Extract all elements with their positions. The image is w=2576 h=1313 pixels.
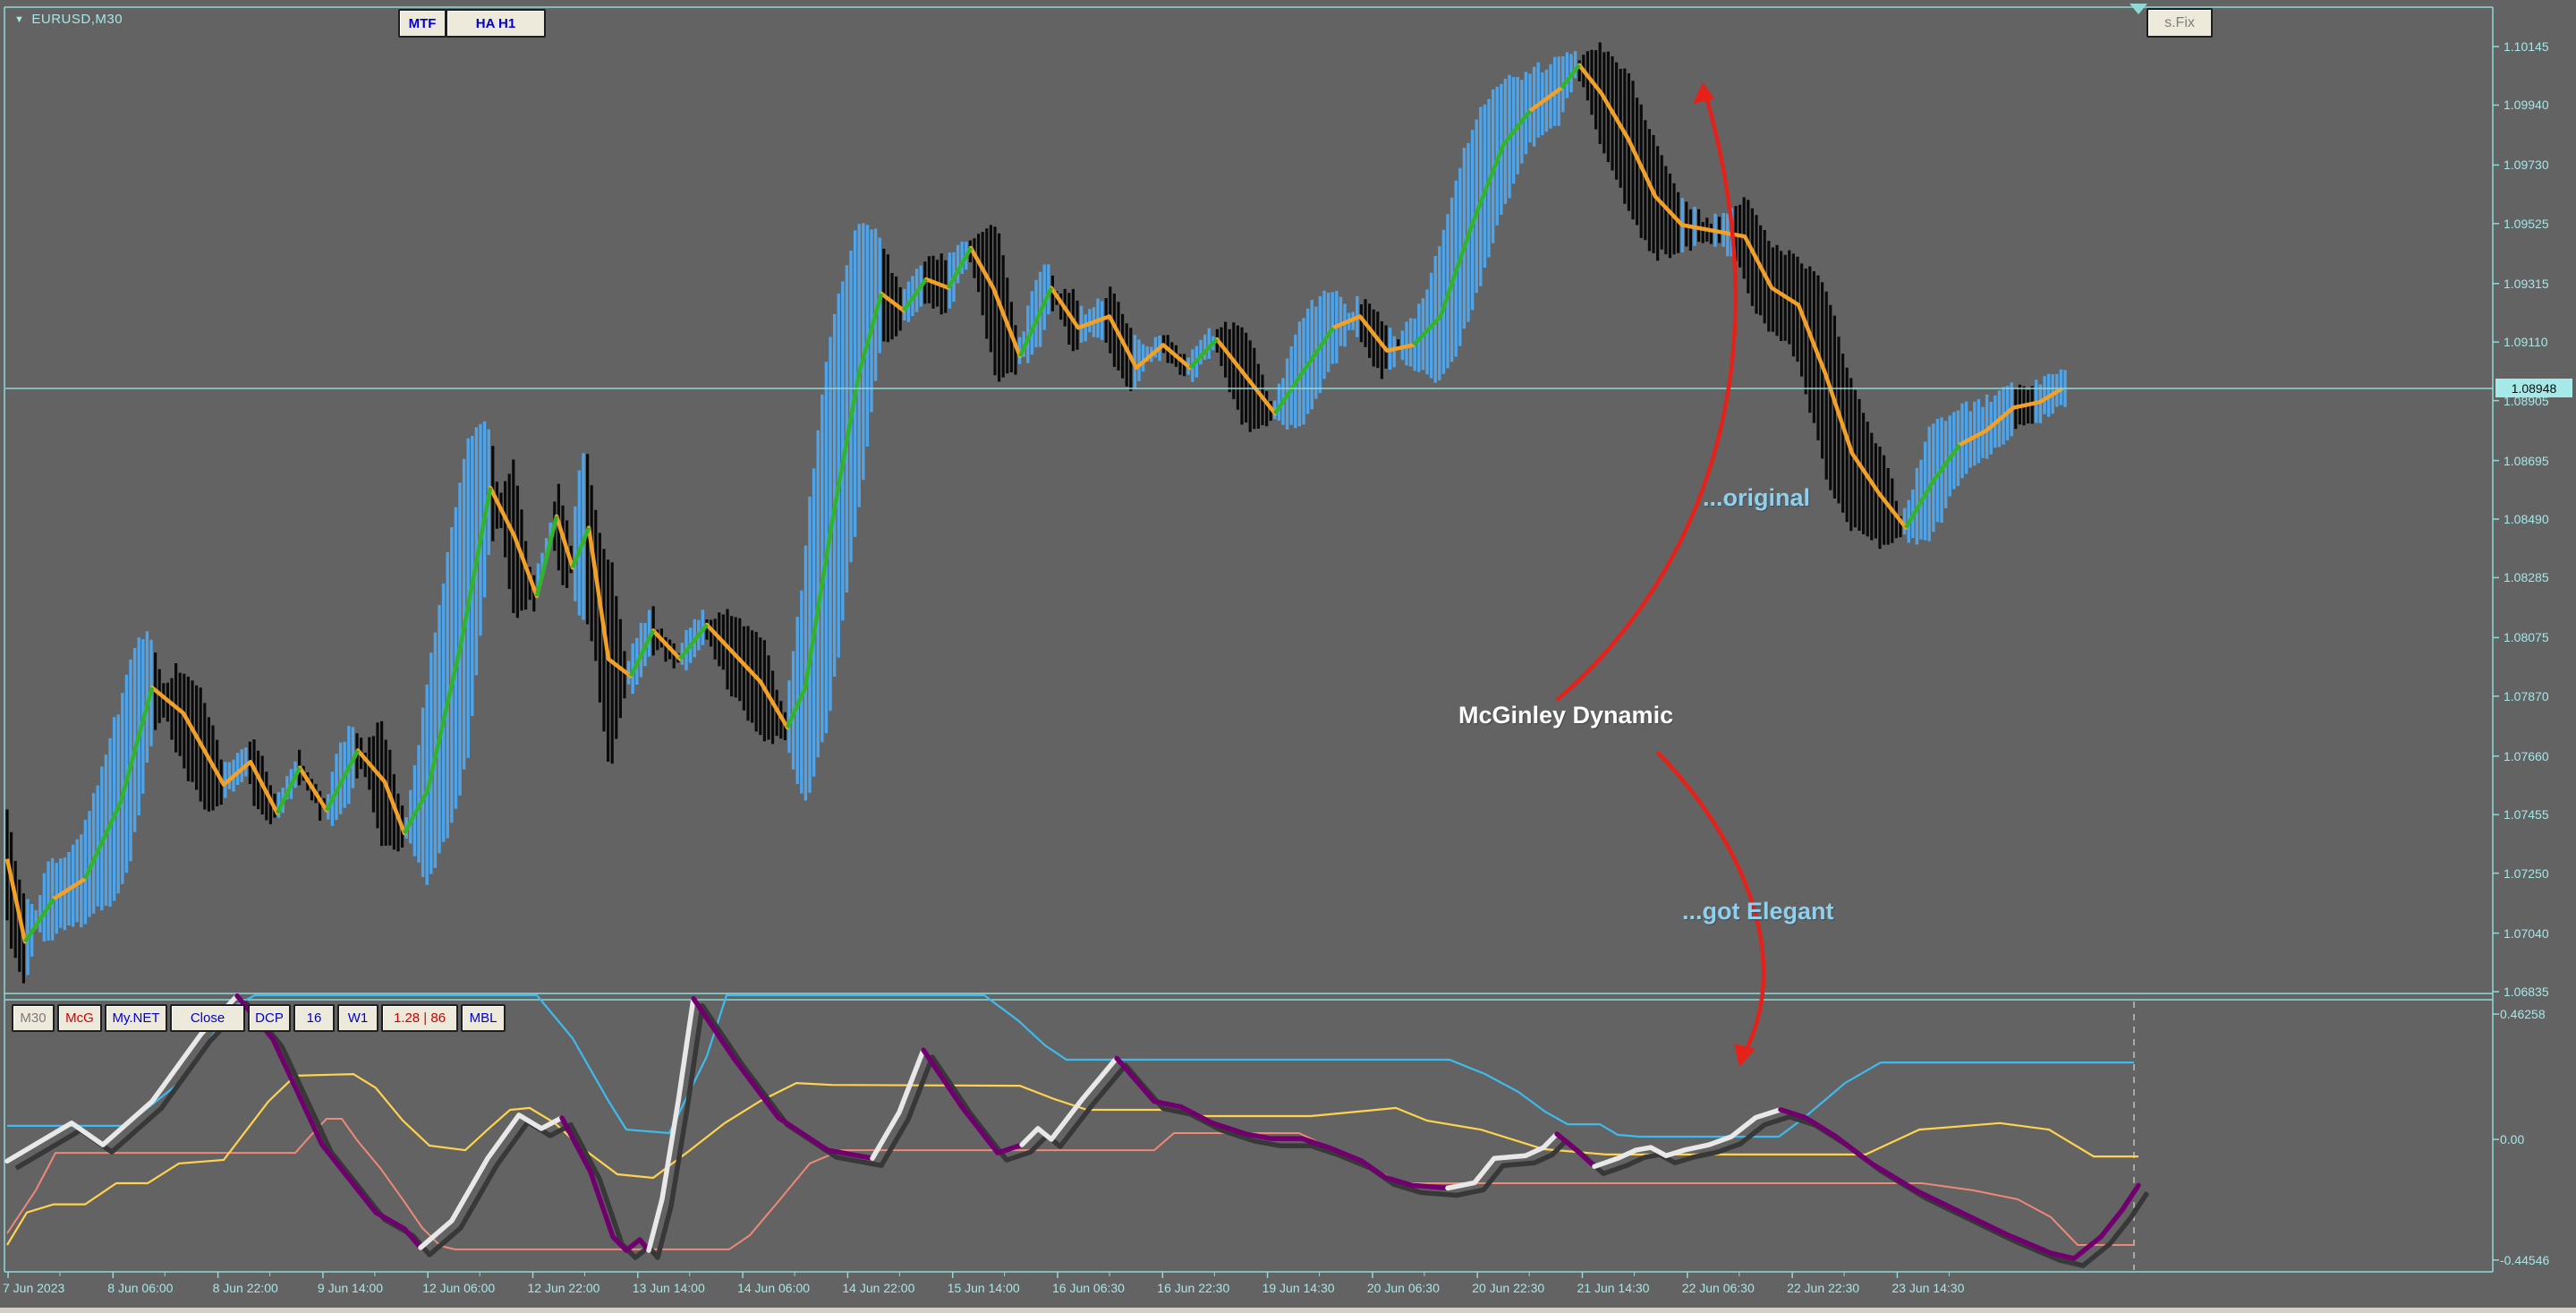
arrowhead-up-icon (1693, 82, 1714, 104)
price-axis-label: 1.07660 (2504, 748, 2549, 763)
annotation-mcginley-dynamic: McGinley Dynamic (1458, 702, 1674, 729)
annotation-got-elegant: ...got Elegant (1682, 898, 1834, 925)
indicator-button-mcg[interactable]: McG (57, 1004, 102, 1032)
indicator-button-dcp[interactable]: DCP (248, 1004, 291, 1032)
mcginley-main-white (1019, 1055, 1119, 1147)
mcginley-main-white (646, 995, 696, 1253)
indicator-button-1-28-86[interactable]: 1.28 | 86 (381, 1004, 458, 1032)
price-axis-label: 1.08285 (2504, 570, 2549, 585)
arrow-to-original (1555, 92, 1738, 702)
price-axis-label: 1.06835 (2504, 984, 2549, 999)
indicator-axis-label: -0.44546 (2500, 1252, 2550, 1267)
price-axis-label: 1.09315 (2504, 276, 2549, 291)
time-axis-label: 15 Jun 14:00 (947, 1281, 1020, 1295)
mcginley-main-purple (234, 993, 423, 1250)
mcginley-main-white (1445, 1131, 1560, 1191)
mcginley-main-purple (921, 1047, 1024, 1155)
mcginley-main-purple (691, 995, 875, 1161)
time-axis-label: 12 Jun 22:00 (527, 1281, 600, 1295)
mcginley-main-white (870, 1047, 926, 1161)
price-axis-label: 1.08075 (2504, 630, 2549, 645)
time-axis-label: 9 Jun 14:00 (317, 1281, 384, 1295)
annotation-original: ...original (1703, 484, 1811, 511)
time-axis-label: 14 Jun 22:00 (842, 1281, 915, 1295)
signal-line-salmon (6, 1118, 2134, 1250)
symbol-timeframe-label: ▼ EURUSD,M30 (14, 12, 123, 27)
indicator-button-m30[interactable]: M30 (12, 1004, 55, 1032)
time-axis-label: 13 Jun 14:00 (632, 1281, 705, 1295)
price-axis-label: 1.09110 (2504, 335, 2548, 350)
time-axis-label: 12 Jun 06:00 (422, 1281, 496, 1295)
time-axis-label: 19 Jun 14:30 (1262, 1281, 1335, 1295)
indicator-button-16[interactable]: 16 (293, 1004, 335, 1032)
mcginley-main-white (418, 1113, 565, 1250)
signal-line-blue (7, 993, 2134, 1138)
time-axis-label: 21 Jun 14:30 (1577, 1281, 1650, 1295)
bear-bars (5, 42, 2034, 984)
time-axis-label: 22 Jun 22:30 (1787, 1281, 1860, 1295)
price-axis-label: 1.10145 (2504, 39, 2549, 54)
mcginley-main-purple (1554, 1131, 1597, 1170)
mcginley-main-purple (1778, 1106, 2141, 1261)
indicator-axis-label: 0.00 (2500, 1132, 2525, 1147)
indicator-button-mbl[interactable]: MBL (461, 1004, 506, 1032)
mcginley-main-purple (1114, 1055, 1450, 1191)
bull-bars (26, 51, 2067, 976)
time-axis-label: 23 Jun 14:30 (1892, 1281, 1965, 1295)
time-axis-label: 20 Jun 06:30 (1366, 1281, 1440, 1295)
window-bottom-edge (0, 1308, 2576, 1313)
price-axis-label: 1.07870 (2504, 688, 2549, 703)
price-axis-label: 1.08695 (2504, 453, 2549, 468)
time-axis-label: 22 Jun 06:30 (1681, 1281, 1755, 1295)
mcginley-main-white (1592, 1106, 1783, 1170)
current-price-tag: 1.08948 (2495, 379, 2572, 397)
price-axis-label: 1.07455 (2504, 807, 2549, 823)
price-axis-label: 1.07040 (2504, 925, 2549, 941)
chart-shift-icon (2130, 4, 2147, 14)
indicator-button-close[interactable]: Close (170, 1004, 245, 1032)
mtf-button[interactable]: MTF (398, 9, 446, 38)
indicator-axis-label: 0.46258 (2500, 1007, 2546, 1022)
time-axis-label: 7 Jun 2023 (3, 1281, 65, 1295)
price-axis-label: 1.08490 (2504, 511, 2549, 526)
indicator-button-my-net[interactable]: My.NET (105, 1004, 167, 1032)
price-axis-label: 1.09940 (2504, 98, 2549, 113)
arrow-to-elegant (1655, 750, 1766, 1058)
ha-h1-button[interactable]: HA H1 (446, 9, 546, 38)
mcginley-ma-down (4, 63, 2064, 944)
chevron-down-icon[interactable]: ▼ (14, 14, 25, 25)
price-axis-label: 1.08905 (2504, 393, 2549, 408)
price-axis-label: 1.09730 (2504, 158, 2549, 173)
mcginley-shadow-line (14, 1000, 2150, 1268)
mcginley-main-purple (559, 1115, 651, 1253)
time-axis-label: 16 Jun 06:30 (1052, 1281, 1125, 1295)
arrowhead-down-icon (1734, 1044, 1756, 1067)
time-axis-label: 20 Jun 22:30 (1472, 1281, 1545, 1295)
time-axis-label: 16 Jun 22:30 (1157, 1281, 1230, 1295)
price-axis-label: 1.09525 (2504, 216, 2549, 231)
time-axis-label: 8 Jun 22:00 (212, 1281, 278, 1295)
indicator-button-w1[interactable]: W1 (337, 1004, 378, 1032)
mcginley-ma-up (23, 64, 1961, 943)
sfix-button[interactable]: s.Fix (2147, 8, 2213, 38)
price-axis-label: 1.07250 (2504, 865, 2549, 881)
time-axis-label: 14 Jun 06:00 (737, 1281, 811, 1295)
time-axis-label: 8 Jun 06:00 (107, 1281, 174, 1295)
signal-line-yellow (6, 1072, 2138, 1246)
